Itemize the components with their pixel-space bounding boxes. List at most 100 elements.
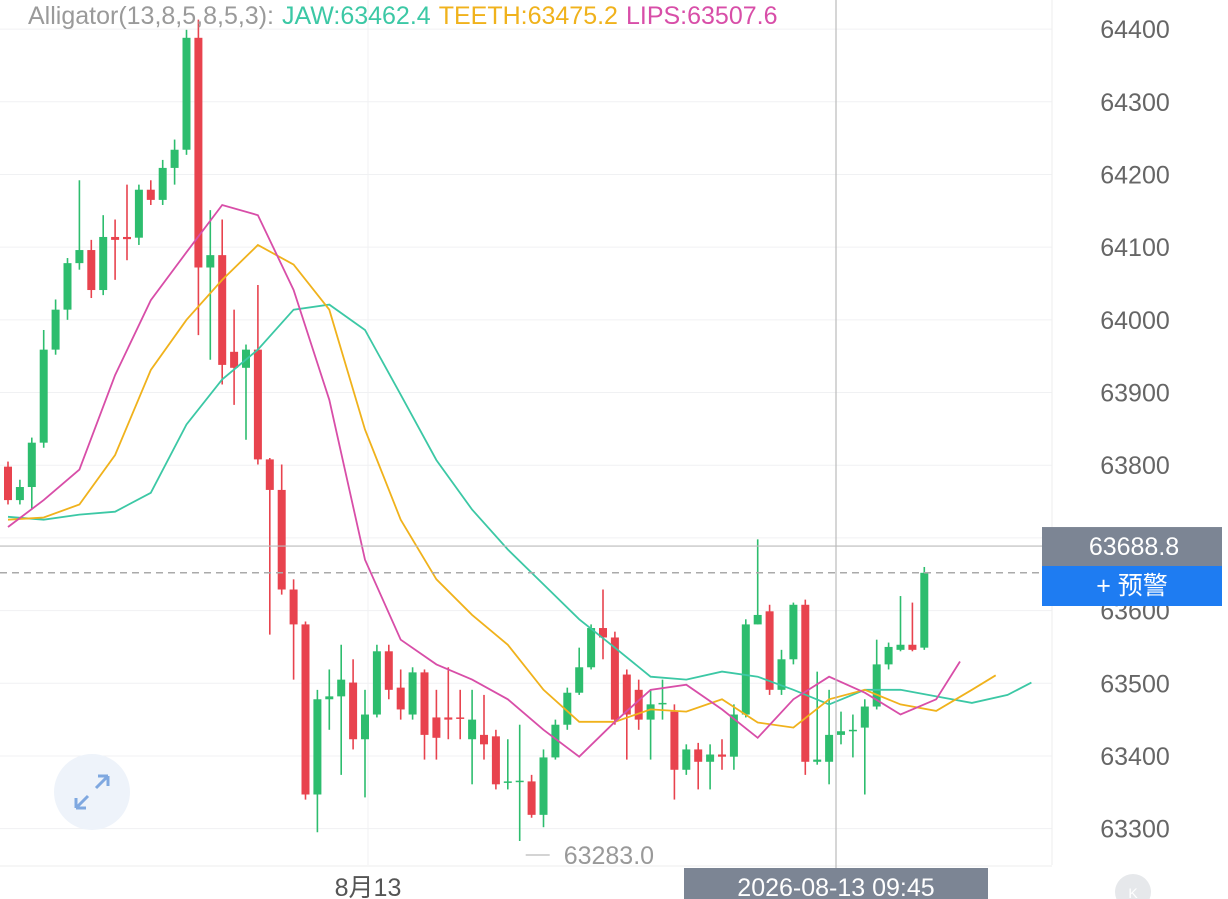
y-tick-label: 64300 — [1100, 89, 1170, 117]
candle-body — [313, 699, 322, 795]
expand-icon — [74, 774, 110, 810]
candle-body — [4, 466, 12, 501]
candle-body — [420, 672, 429, 735]
candle-body — [515, 780, 524, 783]
candle-body — [718, 754, 726, 757]
candle-body — [920, 572, 929, 648]
candle-body — [468, 719, 477, 740]
crosshair-value: 63688.8 — [1089, 533, 1179, 561]
candle-body — [456, 717, 465, 719]
candle-body — [230, 351, 239, 368]
candle-body — [658, 702, 667, 705]
candle-body — [563, 692, 572, 725]
candle-body — [289, 589, 298, 625]
candle-body — [706, 754, 715, 762]
candle-body — [253, 349, 262, 460]
candle-body — [503, 781, 512, 783]
candle-body — [182, 37, 191, 150]
candle-body — [408, 672, 417, 715]
candle-body — [682, 749, 691, 770]
candle-body — [539, 757, 548, 815]
candle-body — [480, 734, 488, 745]
candle-body — [837, 731, 845, 735]
candle-body — [444, 717, 453, 720]
candle-body — [99, 236, 108, 291]
candle-body — [337, 679, 346, 697]
y-tick-label: 63500 — [1100, 670, 1170, 698]
candle-body — [872, 664, 881, 707]
candle-body — [170, 149, 179, 168]
expand-button[interactable] — [54, 754, 130, 830]
y-tick-label: 63800 — [1100, 452, 1170, 480]
candle-body — [670, 711, 679, 770]
candle-body — [27, 442, 36, 488]
alligator-line — [7, 243, 997, 729]
candle-body — [15, 487, 24, 501]
candle-body — [384, 651, 393, 690]
candle-body — [587, 628, 596, 668]
candle-body — [813, 759, 822, 762]
kline-icon: K — [1128, 885, 1138, 899]
candle-body — [63, 263, 72, 310]
candle-body — [361, 714, 369, 740]
candle-body — [194, 37, 203, 268]
alert-button-label[interactable]: + 预警 — [1096, 572, 1168, 600]
candle-body — [396, 687, 405, 710]
kline-button[interactable] — [1115, 874, 1151, 899]
candle-body — [111, 236, 120, 240]
candle-body — [694, 749, 703, 762]
candle-body — [825, 734, 834, 762]
candle-body — [908, 644, 917, 650]
y-tick-label: 63300 — [1100, 816, 1170, 844]
y-tick-label: 63900 — [1100, 380, 1170, 408]
legend-lips: LIPS:63507.6 — [626, 2, 778, 30]
candle-body — [896, 644, 905, 650]
candle-body — [753, 614, 762, 625]
candle-body — [575, 667, 584, 693]
candle-body — [372, 651, 381, 715]
candle-body — [146, 189, 155, 200]
indicator-legend: Alligator(13,8,5,8,5,3): JAW:63462.4 TEETH… — [28, 2, 777, 30]
y-tick-label: 63400 — [1100, 743, 1170, 771]
candle-body — [432, 717, 441, 738]
candle-body — [551, 724, 560, 758]
legend-jaw: JAW:63462.4 — [282, 2, 431, 30]
candle-body — [527, 781, 536, 815]
candle-body — [301, 624, 310, 795]
alligator-line — [7, 203, 961, 758]
candle-body — [265, 459, 274, 490]
candle-body — [123, 236, 131, 240]
candle-body — [646, 704, 655, 720]
crosshair-time-box — [684, 868, 988, 899]
y-tick-label: 64200 — [1100, 161, 1170, 189]
candle-body — [848, 729, 857, 732]
crosshair-time: 2026-08-13 09:45 — [737, 874, 934, 899]
candle-body — [325, 696, 334, 700]
candle-body — [599, 628, 607, 638]
candle-body — [349, 682, 358, 740]
candle-body — [622, 674, 631, 715]
candle-body — [777, 659, 786, 690]
candle-body — [729, 714, 738, 757]
indicator-name: Alligator(13,8,5,8,5,3): — [28, 2, 274, 30]
candle-body — [801, 604, 810, 762]
candle-body — [789, 604, 798, 660]
candle-body — [884, 646, 893, 665]
candle-body — [87, 250, 96, 291]
y-tick-label: 64000 — [1100, 307, 1170, 335]
alligator-line — [7, 303, 1032, 706]
candle-body — [277, 489, 286, 590]
candle-body — [39, 349, 48, 443]
candle-body — [218, 255, 227, 365]
legend-teeth: TEETH:63475.2 — [439, 2, 618, 30]
candle-body — [491, 736, 500, 785]
candle-body — [741, 624, 750, 715]
candle-body — [860, 706, 869, 728]
candle-body — [51, 309, 60, 350]
y-tick-label: 64100 — [1100, 234, 1170, 262]
alert-button[interactable] — [1042, 566, 1222, 606]
candle-body — [610, 637, 619, 720]
y-tick-label: 64400 — [1100, 16, 1170, 44]
candle-body — [158, 167, 167, 200]
